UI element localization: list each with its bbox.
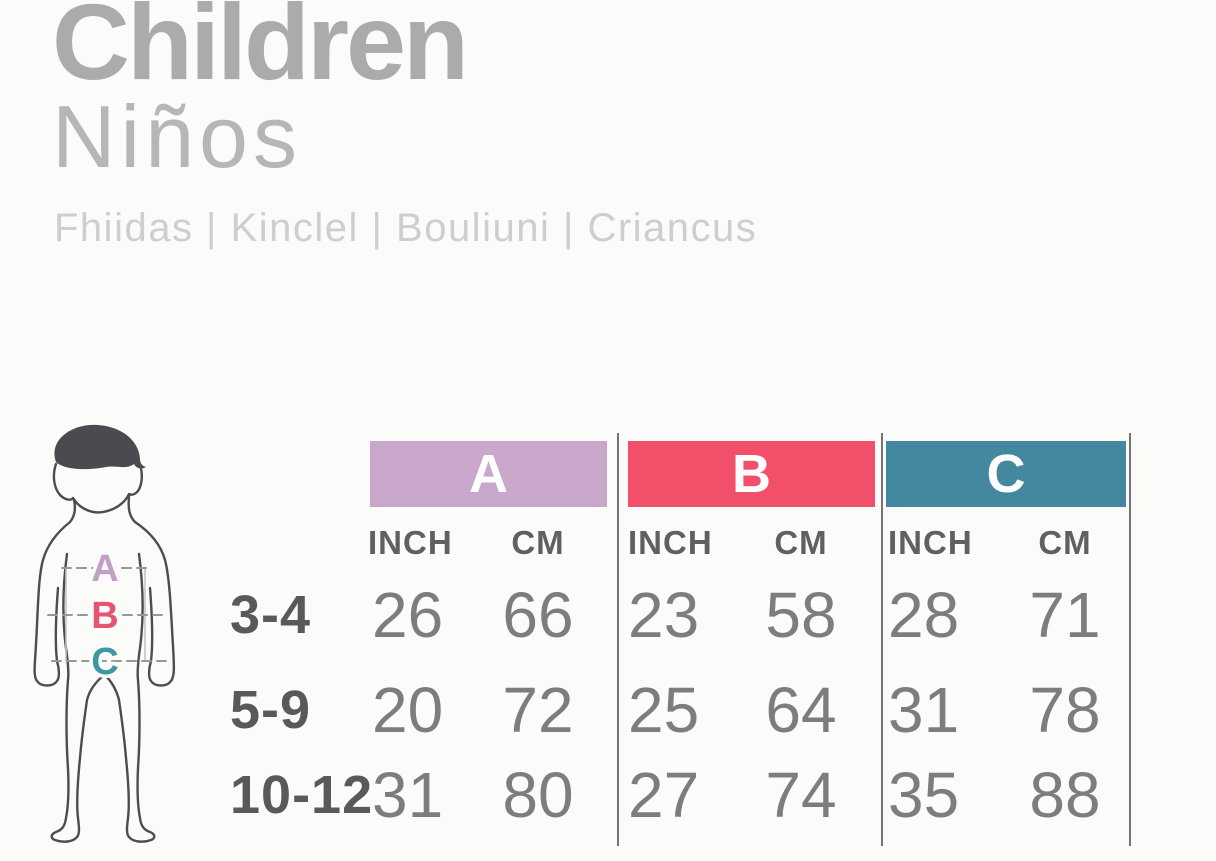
unit-label-c-inch: INCH xyxy=(888,524,973,561)
unit-label-b-inch: INCH xyxy=(628,524,713,561)
table-row: 5-9 20 72 25 64 31 78 xyxy=(230,674,1136,746)
value-a-inch: 20 xyxy=(372,674,444,746)
header: Children Niños xyxy=(52,0,469,187)
value-a-cm: 80 xyxy=(502,759,574,831)
column-header-a: A xyxy=(370,441,607,507)
value-c-inch: 35 xyxy=(888,759,960,831)
value-b-inch: 27 xyxy=(628,759,700,831)
value-c-cm: 71 xyxy=(1029,579,1101,651)
value-b-inch: 23 xyxy=(628,579,700,651)
figure-label-c: C xyxy=(91,641,118,683)
divider-right xyxy=(1129,433,1131,846)
value-b-cm: 58 xyxy=(765,579,837,651)
row-label-age: 5-9 xyxy=(230,680,312,740)
value-c-inch: 28 xyxy=(888,579,960,651)
page-subtitle: Niños xyxy=(52,87,302,187)
divider-b-c xyxy=(881,433,883,846)
hair-shape xyxy=(54,424,146,470)
value-a-cm: 66 xyxy=(502,579,574,651)
page-title: Children xyxy=(52,0,469,102)
value-b-cm: 74 xyxy=(765,759,837,831)
value-c-cm: 78 xyxy=(1029,674,1101,746)
table-row: 10-12 31 80 27 74 35 88 xyxy=(230,759,1136,831)
value-c-cm: 88 xyxy=(1029,759,1101,831)
value-a-cm: 72 xyxy=(502,674,574,746)
child-figure-diagram: A B C xyxy=(22,416,222,856)
unit-label-c-cm: CM xyxy=(1038,524,1092,561)
value-c-inch: 31 xyxy=(888,674,960,746)
table-row: 3-4 26 66 23 58 28 71 xyxy=(230,579,1136,651)
value-a-inch: 26 xyxy=(372,579,444,651)
size-table: A B C INCH CM INCH CM INCH CM 3-4 26 66 … xyxy=(230,433,1136,847)
figure-label-a: A xyxy=(91,548,118,590)
value-a-inch: 31 xyxy=(372,759,444,831)
divider-a-b xyxy=(617,433,619,846)
child-outline-icon: A B C xyxy=(33,424,176,843)
unit-label-a-cm: CM xyxy=(511,524,565,561)
row-label-age: 3-4 xyxy=(230,585,312,645)
unit-label-b-cm: CM xyxy=(774,524,828,561)
value-b-cm: 64 xyxy=(765,674,837,746)
figure-label-b: B xyxy=(91,595,118,637)
column-header-c: C xyxy=(886,441,1126,507)
unit-label-a-inch: INCH xyxy=(368,524,453,561)
column-header-b: B xyxy=(628,441,875,507)
language-tagline: Fhiidas | Kinclel | Bouliuni | Criancus xyxy=(54,206,758,250)
value-b-inch: 25 xyxy=(628,674,700,746)
row-label-age: 10-12 xyxy=(230,765,374,825)
